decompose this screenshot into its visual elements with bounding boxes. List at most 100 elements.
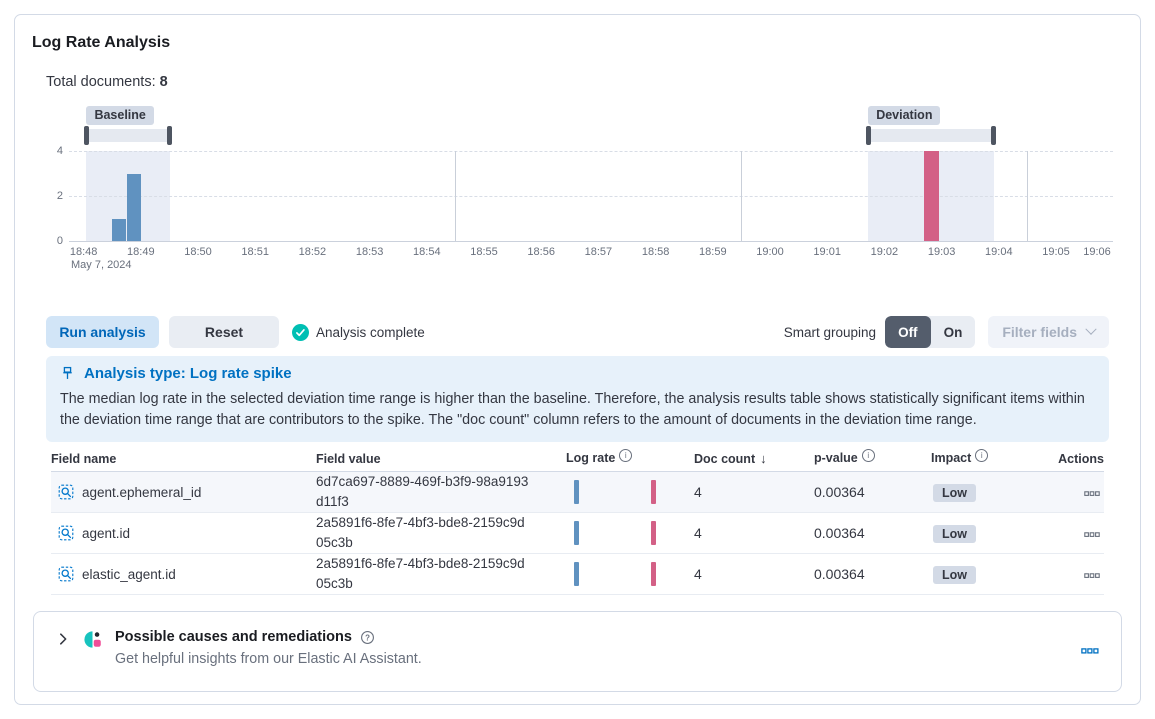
smart-grouping-off-button[interactable]: Off [885,316,931,348]
actions-button[interactable] [1084,490,1104,497]
x-tick-label: 19:06 [1083,246,1111,258]
deviation-badge: Deviation [868,106,941,125]
x-axis-line [69,241,1113,242]
x-tick-label: 18:54 [413,246,441,258]
table-row[interactable]: elastic_agent.id 2a5891f6-8fe7-4bf3-bde8… [51,554,1104,595]
table-header: Field name Field value Log rate i Doc cou… [51,446,1104,472]
histogram-bar [112,218,127,241]
gridline [455,151,457,241]
brush-handle[interactable] [991,126,997,145]
x-tick-label: 18:58 [641,246,670,258]
info-icon[interactable]: i [861,449,875,463]
filter-field-icon[interactable] [58,484,74,500]
sort-desc-icon[interactable]: ↓ [760,451,767,466]
impact-badge: Low [933,524,976,543]
mini-deviation-bar [651,562,656,586]
callout-body: The median log rate in the selected devi… [60,391,1085,428]
gridline [741,151,743,241]
doc-count-value: 4 [694,525,702,541]
analysis-status-label: Analysis complete [316,324,425,340]
callout-title: Analysis type: Log rate spike [84,365,292,382]
x-tick-label: 18:59 [699,246,727,258]
gridline [1027,151,1029,241]
impact-badge: Low [933,565,976,584]
elastic-ai-assistant-logo [83,630,102,649]
brush-handle[interactable] [167,126,173,145]
field-name: agent.ephemeral_id [82,484,202,500]
info-icon[interactable]: i [619,449,633,463]
x-tick-label: 19:04 [985,246,1013,258]
x-tick-label: 19:02 [870,246,899,258]
mini-baseline-bar [574,480,579,504]
x-tick-label: 19:01 [813,246,841,258]
y-tick-label: 2 [56,190,63,202]
col-header-impact: Impact i [931,449,1026,467]
total-documents-label: Total documents: [46,74,156,90]
gridline [69,151,1113,152]
svg-text:?: ? [365,633,370,642]
gridline [69,196,1113,197]
x-tick-label: 18:53 [355,246,384,258]
brush-handle[interactable] [866,126,872,145]
filter-field-icon[interactable] [58,525,74,541]
pin-icon [60,366,75,381]
filter-field-icon[interactable] [58,566,74,582]
analysis-status: Analysis complete [292,323,425,341]
x-tick-label: 18:56 [527,246,555,258]
analysis-results-table: Field name Field value Log rate i Doc cou… [51,446,1104,595]
chevron-down-icon [1085,323,1097,335]
baseline-badge: Baseline [86,106,154,125]
field-name: elastic_agent.id [82,566,176,582]
histogram-bar [126,173,141,241]
p-value-value: 0.00364 [814,484,865,500]
y-tick-label: 4 [56,145,63,157]
page-title: Log Rate Analysis [32,34,171,51]
ai-panel-actions-button[interactable] [1081,648,1099,655]
reset-button[interactable]: Reset [169,316,279,348]
p-value-value: 0.00364 [814,525,865,541]
table-row[interactable]: agent.ephemeral_id 6d7ca697-8889-469f-b3… [51,472,1104,513]
col-header-actions: Actions [1058,451,1104,466]
baseline-brush[interactable] [84,126,173,145]
mini-baseline-bar [574,562,579,586]
date-label: May 7, 2024 [71,259,132,271]
x-tick-label: 18:57 [584,246,613,258]
x-tick-label: 19:05 [1042,246,1070,258]
col-header-p-value: p-value i [814,449,931,467]
controls-row: Run analysis Reset Analysis complete Sma… [46,316,1109,348]
doc-count-value: 4 [694,566,702,582]
total-documents-value: 8 [159,74,168,90]
info-icon[interactable]: i [975,449,989,463]
x-tick-label: 18:55 [470,246,498,258]
check-circle-icon [292,323,309,341]
actions-button[interactable] [1084,531,1104,538]
document-count-chart: Baseline Deviation 0 2 4 18:48 18:49 18:50 18:51… [15,101,1140,281]
filter-fields-button[interactable]: Filter fields [988,316,1109,348]
brush-handle[interactable] [84,126,90,145]
run-analysis-button[interactable]: Run analysis [46,316,159,348]
actions-button[interactable] [1084,572,1104,579]
question-circle-icon[interactable]: ? [360,630,375,645]
x-tick-label: 18:48 [69,246,98,258]
col-header-doc-count[interactable]: Doc count ↓ [694,451,767,466]
analysis-type-callout: Analysis type: Log rate spike The median… [46,356,1109,442]
mini-deviation-bar [651,480,656,504]
deviation-brush[interactable] [866,126,997,145]
table-row[interactable]: agent.id 2a5891f6-8fe7-4bf3-bde8-2159c9d… [51,513,1104,554]
ai-assistant-accordion[interactable]: Possible causes and remediations ? Get h… [33,611,1122,692]
x-tick-label: 18:52 [298,246,327,258]
impact-badge: Low [933,483,976,502]
field-value: 6d7ca697-8889-469f-b3f9-98a9193d11f3 [316,474,529,509]
chevron-right-icon[interactable] [56,632,70,646]
table-body: agent.ephemeral_id 6d7ca697-8889-469f-b3… [51,472,1104,595]
col-header-field-value: Field value [316,451,381,466]
smart-grouping-toggle: Off On [885,316,976,348]
histogram-bar [924,151,939,241]
log-rate-analysis-panel: Log Rate Analysis Total documents: 8 Bas… [14,14,1141,705]
col-header-field-name: Field name [51,451,117,466]
smart-grouping-on-button[interactable]: On [943,324,963,340]
total-documents: Total documents: 8 [46,74,168,90]
log-rate-mini-chart [568,520,668,546]
ai-panel-title: Possible causes and remediations [115,629,352,645]
log-rate-mini-chart [568,561,668,587]
